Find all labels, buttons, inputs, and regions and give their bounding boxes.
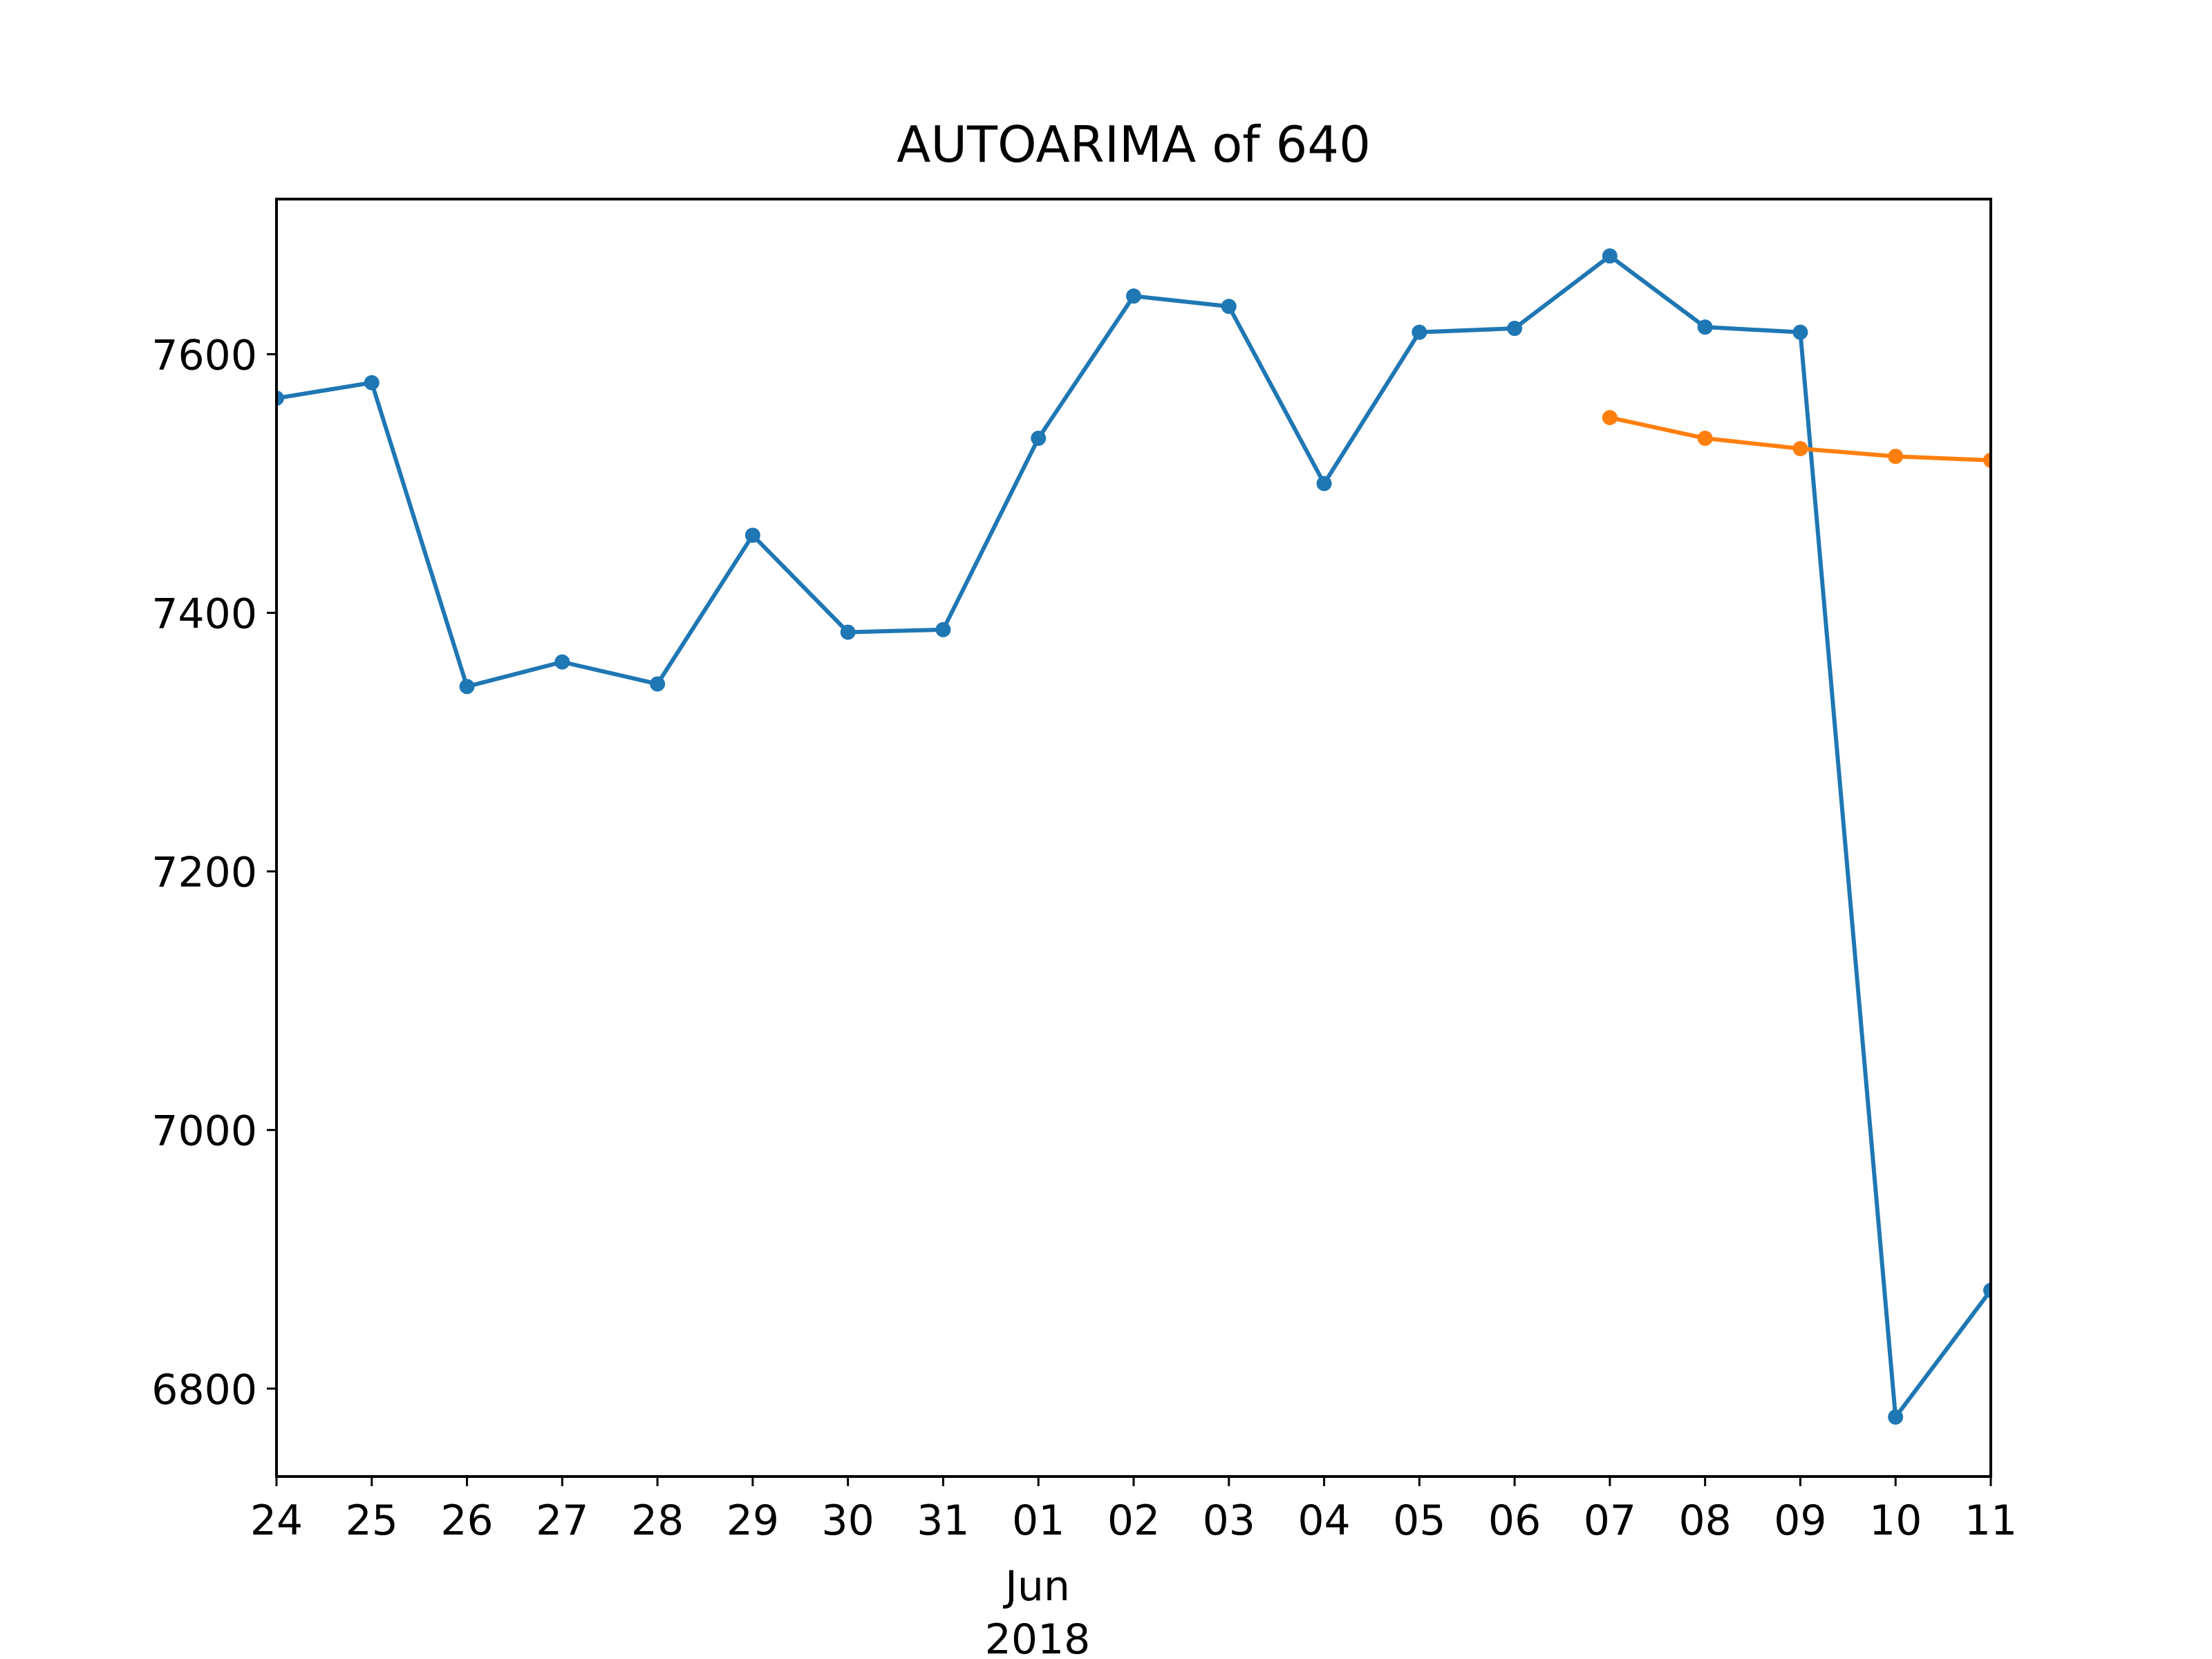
x-tick-label: 05	[1393, 1497, 1445, 1545]
y-tick-label: 6800	[151, 1366, 257, 1414]
series-1-point	[1602, 410, 1618, 426]
x-tick-label: 03	[1203, 1497, 1255, 1545]
series-0-point	[650, 676, 666, 692]
series-0-point	[276, 391, 284, 406]
x-tick-label: 01	[1012, 1497, 1065, 1545]
series-0-point	[1983, 1282, 1991, 1298]
x-axis: 24 25 26 27 28 29 30 31 01 02 03 04 05 06 07 08 09 10 11	[250, 1477, 2017, 1545]
series-0-point	[1221, 299, 1237, 315]
series-0-point	[1031, 431, 1047, 447]
x-tick-label: 29	[727, 1497, 779, 1545]
chart-title: AUTOARIMA of 640	[897, 115, 1371, 174]
x-tick-label: 04	[1297, 1497, 1350, 1545]
series-0-point	[1316, 476, 1332, 491]
series-0-point	[1126, 288, 1141, 304]
series-0-point	[1602, 248, 1618, 264]
y-tick-label: 7400	[151, 590, 257, 639]
series-0-point	[1792, 324, 1808, 340]
series-1-point	[1792, 440, 1808, 456]
plot-area	[276, 248, 1991, 1425]
x-axis-year-label: 2018	[985, 1615, 1091, 1659]
series-0-point	[1412, 324, 1427, 340]
series-layer	[276, 248, 1991, 1425]
x-tick-label: 08	[1678, 1497, 1731, 1545]
x-axis-month-label: Jun	[1002, 1562, 1070, 1611]
x-tick-label: 07	[1584, 1497, 1636, 1545]
series-0-point	[840, 624, 856, 640]
series-0-point	[744, 527, 760, 543]
series-0-point	[554, 654, 570, 670]
x-tick-label: 30	[821, 1497, 874, 1545]
x-tick-label: 02	[1107, 1497, 1160, 1545]
y-tick-label: 7000	[151, 1107, 257, 1156]
series-0-point	[364, 375, 379, 391]
series-0-point	[1697, 319, 1713, 335]
series-0-point	[1507, 321, 1523, 337]
series-0-point	[935, 621, 951, 637]
y-tick-label: 7600	[151, 331, 257, 379]
x-tick-label: 24	[250, 1497, 303, 1545]
series-1-point	[1983, 452, 1991, 468]
x-tick-label: 10	[1869, 1497, 1922, 1545]
y-axis: 6800 7000 7200 7400 7600	[151, 331, 276, 1414]
x-tick-label: 28	[631, 1497, 684, 1545]
x-tick-label: 26	[440, 1497, 493, 1545]
x-tick-label: 09	[1774, 1497, 1826, 1545]
x-tick-label: 27	[536, 1497, 588, 1545]
series-0-point	[1888, 1409, 1904, 1425]
series-1-point	[1888, 449, 1904, 465]
x-tick-label: 11	[1965, 1497, 2017, 1545]
x-tick-label: 25	[346, 1497, 398, 1545]
series-0-point	[459, 679, 475, 695]
series-1-point	[1697, 431, 1713, 447]
x-tick-label: 31	[917, 1497, 969, 1545]
x-tick-label: 06	[1488, 1497, 1541, 1545]
y-tick-label: 7200	[151, 849, 257, 897]
